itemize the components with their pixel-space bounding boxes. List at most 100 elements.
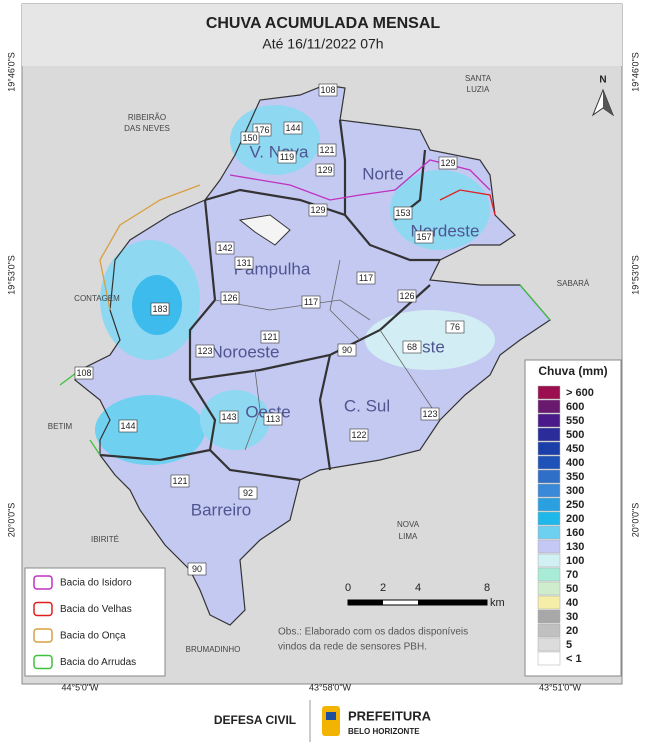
legend-swatch (537, 483, 561, 498)
region-label: C. Sul (344, 396, 390, 415)
legend-swatch (537, 609, 561, 624)
station-value: 153 (395, 208, 410, 218)
legend-swatch (537, 455, 561, 470)
basin-label: Bacia do Velhas (60, 604, 132, 615)
station-value: 126 (399, 291, 414, 301)
rain-area (95, 395, 205, 465)
station-value: 121 (319, 145, 334, 155)
station-box (150, 302, 170, 316)
region-label: Norte (362, 164, 404, 183)
station-box (317, 143, 337, 157)
legend-swatch (537, 581, 561, 596)
coordinate-label: 20°0'0"S (6, 503, 16, 538)
legend-label: 250 (566, 499, 584, 511)
scale-label: 2 (380, 582, 386, 594)
station-box (402, 340, 422, 354)
title: CHUVA ACUMULADA MENSAL (206, 15, 441, 32)
station-value: 76 (450, 322, 460, 332)
station-box (238, 486, 258, 500)
scale-unit: km (490, 597, 505, 609)
coordinate-label: 43°51'0"W (539, 682, 582, 692)
station-box (74, 366, 94, 380)
scale-label: 4 (415, 582, 421, 594)
legend-label: 200 (566, 513, 584, 525)
station-box (301, 295, 321, 309)
place-label: CONTAGEM (74, 294, 120, 303)
station-value: 131 (236, 258, 251, 268)
north-arrow (591, 88, 615, 117)
legend-label: 450 (566, 443, 584, 455)
station-box (414, 230, 434, 244)
basin-swatch (33, 575, 53, 590)
place-label: LIMA (399, 532, 418, 541)
footer-left: DEFESA CIVIL (214, 713, 296, 727)
station-value: 119 (280, 152, 294, 162)
station-value: 144 (120, 421, 135, 431)
place-label: BETIM (48, 422, 73, 431)
legend-swatch (537, 539, 561, 554)
station-value: 176 (254, 125, 269, 135)
legend-label: 70 (566, 569, 578, 581)
logo-detail (326, 712, 336, 720)
north-arrow-shade (603, 90, 613, 115)
labels: CHUVA ACUMULADA MENSAL Até 16/11/2022 07h… (6, 15, 640, 736)
station-value: 68 (407, 342, 417, 352)
station-value: 129 (317, 165, 332, 175)
station-value: 150 (242, 133, 257, 143)
station-value: 121 (262, 332, 277, 342)
rain-area (390, 170, 490, 250)
station-box (420, 407, 440, 421)
legend-swatch (537, 553, 561, 568)
legend-swatch (537, 511, 561, 526)
coordinate-label: 44°5'0"W (61, 682, 99, 692)
station-box (397, 289, 417, 303)
lake (238, 214, 291, 246)
footer-logo-subtitle: BELO HORIZONTE (348, 727, 420, 736)
coordinate-label: 43°58'0"W (309, 682, 352, 692)
place-label: DAS NEVES (124, 124, 170, 133)
basin-line (229, 159, 491, 201)
basin-swatch (33, 628, 53, 643)
legend-label: 20 (566, 625, 578, 637)
legend-label: 500 (566, 429, 584, 441)
station-value: 113 (266, 414, 280, 424)
scale-label: 0 (345, 582, 351, 594)
legend-label: 5 (566, 639, 572, 651)
station-value: 142 (217, 243, 232, 253)
title-band (22, 4, 622, 66)
logo-shield (322, 706, 340, 736)
station-value: 121 (172, 476, 187, 486)
note: Obs.: Elaborado com os dados disponíveis (278, 627, 468, 638)
legend-label: 160 (566, 527, 584, 539)
region-label: Barreiro (191, 500, 251, 519)
station-box (260, 330, 280, 344)
station-box (308, 203, 328, 217)
coordinate-label: 19°53'0"S (6, 255, 16, 295)
station-box (118, 419, 138, 433)
scale-label: 8 (484, 582, 490, 594)
basin-swatch (33, 654, 53, 670)
station-box (393, 206, 413, 220)
legend-label: 50 (566, 583, 578, 595)
region-label: Noroeste (211, 342, 280, 361)
note: vindos da rede de sensores PBH. (278, 642, 427, 653)
station-value: 144 (285, 123, 300, 133)
station-value: 108 (76, 368, 91, 378)
legend-swatch (537, 427, 561, 442)
station-value: 122 (351, 430, 366, 440)
legend-swatch (537, 399, 561, 414)
legend-swatch (537, 595, 561, 610)
legend-label: > 600 (566, 387, 594, 399)
legend-title: Chuva (mm) (538, 364, 607, 378)
station-value: 108 (320, 85, 335, 95)
coordinate-label: 19°46'0"S (630, 52, 640, 92)
place-label: BRUMADINHO (186, 645, 241, 654)
station-box (283, 121, 303, 135)
station-value: 90 (192, 564, 202, 574)
legend-swatch (537, 637, 561, 652)
scale-bar-segment (418, 600, 487, 605)
legend-swatch (537, 623, 561, 638)
basin-label: Bacia do Onça (60, 631, 126, 642)
legend-label: 40 (566, 597, 578, 609)
